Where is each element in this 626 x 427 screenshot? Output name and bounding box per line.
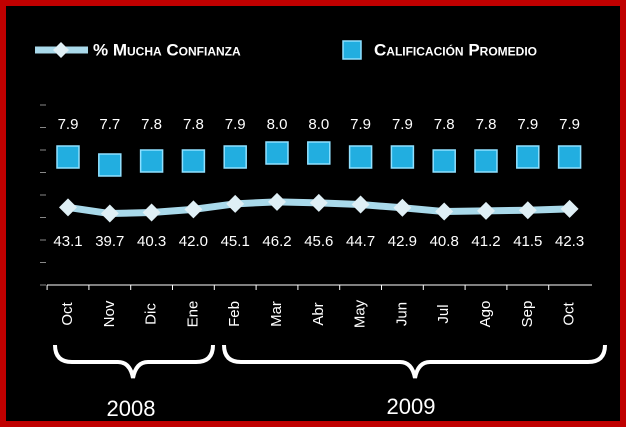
- square-marker: [265, 141, 289, 165]
- data-label: 41.5: [513, 233, 542, 250]
- data-label: 44.7: [346, 233, 375, 250]
- square-marker: [432, 149, 456, 173]
- data-label: 7.9: [58, 116, 79, 133]
- data-label: 8.0: [308, 116, 329, 133]
- data-label: 7.9: [225, 116, 246, 133]
- data-label: 42.0: [179, 233, 208, 250]
- brace-2009: [222, 344, 607, 379]
- x-tick-label: Feb: [226, 301, 243, 327]
- diamond-marker: [518, 201, 537, 220]
- data-label: 7.8: [434, 116, 455, 133]
- square-marker: [307, 141, 331, 165]
- data-label: 39.7: [95, 233, 124, 250]
- x-tick-label: Ago: [477, 301, 494, 328]
- data-label: 7.9: [392, 116, 413, 133]
- data-label: 41.2: [471, 233, 500, 250]
- square-marker: [474, 149, 498, 173]
- data-label: 7.8: [476, 116, 497, 133]
- square-marker: [557, 145, 582, 169]
- x-tick-label: Ene: [184, 301, 201, 328]
- data-label: 7.9: [517, 116, 538, 133]
- x-tick-label: Nov: [101, 300, 118, 327]
- data-label: 7.9: [350, 116, 371, 133]
- diamond-marker: [393, 198, 412, 217]
- square-marker: [390, 145, 415, 169]
- diamond-marker: [351, 195, 370, 214]
- diamond-marker: [560, 199, 579, 218]
- diamond-marker: [100, 204, 119, 223]
- square-marker: [181, 149, 206, 173]
- year-label: 2008: [107, 396, 156, 421]
- x-tick-label: Jun: [393, 302, 410, 326]
- year-label: 2009: [387, 394, 436, 419]
- data-label: 7.9: [559, 116, 580, 133]
- data-label: 40.3: [137, 233, 166, 250]
- x-tick-label: Oct: [561, 302, 578, 326]
- legend-marker: [53, 42, 69, 58]
- data-label: 43.1: [53, 233, 82, 250]
- legend-marker: [342, 40, 362, 60]
- square-marker: [98, 153, 122, 177]
- x-tick-label: May: [352, 299, 369, 328]
- diamond-marker: [309, 193, 328, 212]
- square-marker: [348, 145, 373, 169]
- diamond-marker: [268, 192, 286, 211]
- data-label: 42.3: [555, 233, 584, 250]
- x-tick-label: Jul: [435, 304, 452, 323]
- legend-label: % Mucha Confianza: [93, 40, 241, 59]
- data-label: 7.8: [141, 116, 162, 133]
- data-label: 7.7: [99, 116, 120, 133]
- diamond-marker: [435, 202, 454, 221]
- data-label: 46.2: [262, 233, 291, 250]
- x-tick-label: Sep: [519, 301, 536, 328]
- brace-2008: [53, 344, 215, 379]
- x-tick-label: Abr: [310, 302, 327, 325]
- diamond-marker: [477, 201, 495, 220]
- x-tick-label: Mar: [268, 301, 285, 327]
- x-tick-label: Dic: [143, 303, 160, 325]
- data-label: 7.8: [183, 116, 204, 133]
- square-marker: [223, 145, 247, 169]
- diamond-marker: [226, 194, 245, 213]
- square-marker: [139, 149, 164, 173]
- data-label: 42.9: [388, 233, 417, 250]
- data-label: 8.0: [267, 116, 288, 133]
- data-label: 40.8: [430, 233, 459, 250]
- data-label: 45.6: [304, 233, 333, 250]
- legend-label: Calificación Promedio: [374, 40, 537, 59]
- square-marker: [516, 145, 540, 169]
- diamond-marker: [59, 198, 77, 217]
- diamond-marker: [184, 200, 203, 219]
- x-tick-label: Oct: [59, 302, 76, 326]
- data-label: 45.1: [221, 233, 250, 250]
- square-marker: [56, 145, 80, 169]
- diamond-marker: [142, 203, 161, 222]
